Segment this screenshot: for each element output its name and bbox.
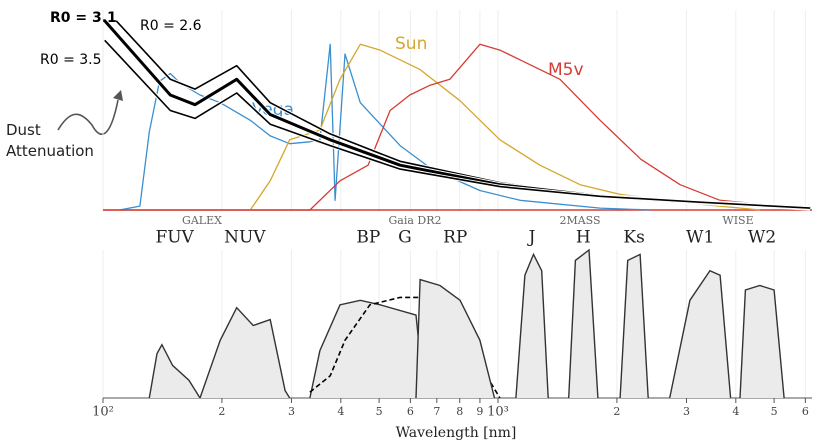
x-tick-label: 6: [802, 405, 809, 418]
survey-label: Gaia DR2: [388, 214, 441, 227]
filter-fill: [200, 307, 290, 398]
filter-label: NUV: [224, 228, 266, 248]
x-tick-label: 5: [376, 405, 383, 418]
filter-curve: [415, 278, 496, 399]
series-line: [104, 39, 811, 209]
x-tick-label: 2: [613, 405, 620, 418]
filter-label: BP: [356, 228, 380, 248]
x-tick-label: 10²: [92, 405, 114, 420]
dust-arrow-head: [113, 90, 123, 101]
filter-fill: [149, 344, 200, 398]
filter-curve: [619, 253, 649, 399]
series-outline: [103, 39, 811, 210]
survey-label: WISE: [722, 214, 753, 227]
x-tick-label: 3: [288, 405, 295, 418]
filter-curve: [515, 252, 549, 399]
filter-fill: [309, 300, 427, 398]
series-label: R0 = 2.6: [140, 18, 202, 34]
dust-arrow: [57, 99, 119, 135]
filter-label: J: [527, 228, 536, 248]
dust-annotation: Dust Attenuation: [6, 121, 94, 160]
x-tick-label: 5: [771, 405, 778, 418]
series-label: R0 = 3.1: [50, 10, 117, 26]
filter-curve: [148, 343, 201, 399]
filter-fill: [669, 270, 731, 398]
series-line: [103, 43, 811, 211]
series-label: R0 = 3.5: [40, 52, 102, 68]
filter-label: H: [576, 228, 591, 248]
filter-label: G: [398, 228, 412, 248]
filter-label: RP: [443, 228, 467, 248]
filter-label: Ks: [623, 228, 644, 248]
x-tick-label: 7: [433, 405, 440, 418]
x-tick-label: 10³: [487, 405, 509, 420]
filter-curve: [669, 269, 732, 399]
filter-curve: [199, 306, 291, 399]
x-tick-label: 6: [407, 405, 414, 418]
survey-label: GALEX: [182, 214, 222, 227]
x-tick-label: 8: [456, 405, 463, 418]
filter-fill: [416, 279, 495, 398]
series-label: Sun: [395, 34, 427, 54]
filter-fill: [620, 254, 649, 398]
filter-fill: [740, 285, 785, 398]
x-tick-label: 3: [683, 405, 690, 418]
x-tick-label: 4: [732, 405, 739, 418]
x-axis-label: Wavelength [nm]: [396, 425, 517, 441]
x-tick-label: 2: [218, 405, 225, 418]
x-tick-label: 4: [337, 405, 344, 418]
filter-label: W2: [748, 228, 776, 248]
series-label: M5v: [548, 60, 584, 80]
filter-label: W1: [686, 228, 714, 248]
survey-label: 2MASS: [559, 214, 600, 227]
x-tick-label: 9: [476, 405, 483, 418]
filter-label: FUV: [155, 228, 194, 248]
filter-curve: [568, 248, 599, 399]
filter-curve: [739, 284, 785, 399]
